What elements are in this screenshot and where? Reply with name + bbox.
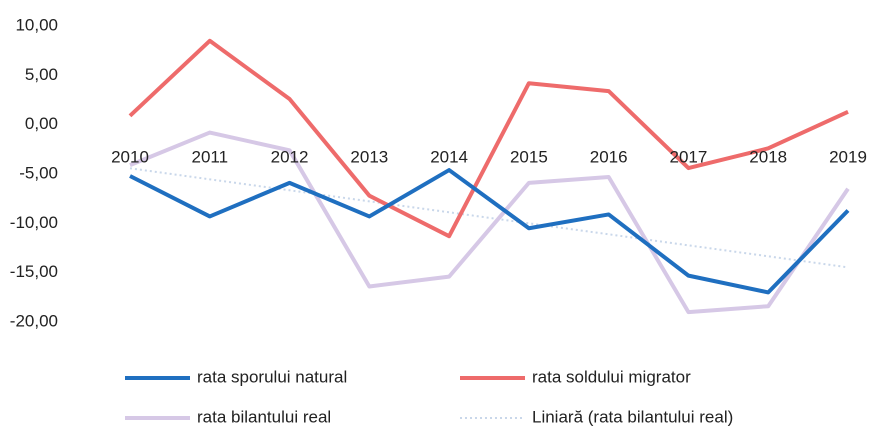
y-tick-label: -5,00 xyxy=(19,163,58,182)
series-line xyxy=(129,167,849,269)
y-tick-label: -15,00 xyxy=(10,262,58,281)
x-tick-label: 2011 xyxy=(191,147,228,166)
x-tick-label: 2014 xyxy=(430,147,468,166)
x-tick-label: 2018 xyxy=(749,147,787,166)
series-line xyxy=(129,168,850,295)
x-tick-label: 2016 xyxy=(590,147,628,166)
x-tick-label: 2010 xyxy=(111,147,149,166)
x-tick-label: 2015 xyxy=(510,147,548,166)
legend-label: rata sporului natural xyxy=(197,367,347,386)
series-line xyxy=(128,38,849,239)
x-tick-label: 2017 xyxy=(670,147,708,166)
series-line xyxy=(129,130,850,315)
y-tick-label: 10,00 xyxy=(15,15,58,34)
y-tick-label: 5,00 xyxy=(25,65,58,84)
legend-label: rata soldului migrator xyxy=(532,367,691,386)
x-tick-label: 2013 xyxy=(350,147,388,166)
x-tick-label: 2012 xyxy=(271,147,309,166)
x-tick-label: 2019 xyxy=(829,147,867,166)
y-tick-label: -20,00 xyxy=(10,311,58,330)
legend-label: rata bilantului real xyxy=(197,407,331,426)
y-tick-label: -10,00 xyxy=(10,213,58,232)
y-tick-label: 0,00 xyxy=(25,114,58,133)
legend-label: Liniară (rata bilantului real) xyxy=(532,407,733,426)
